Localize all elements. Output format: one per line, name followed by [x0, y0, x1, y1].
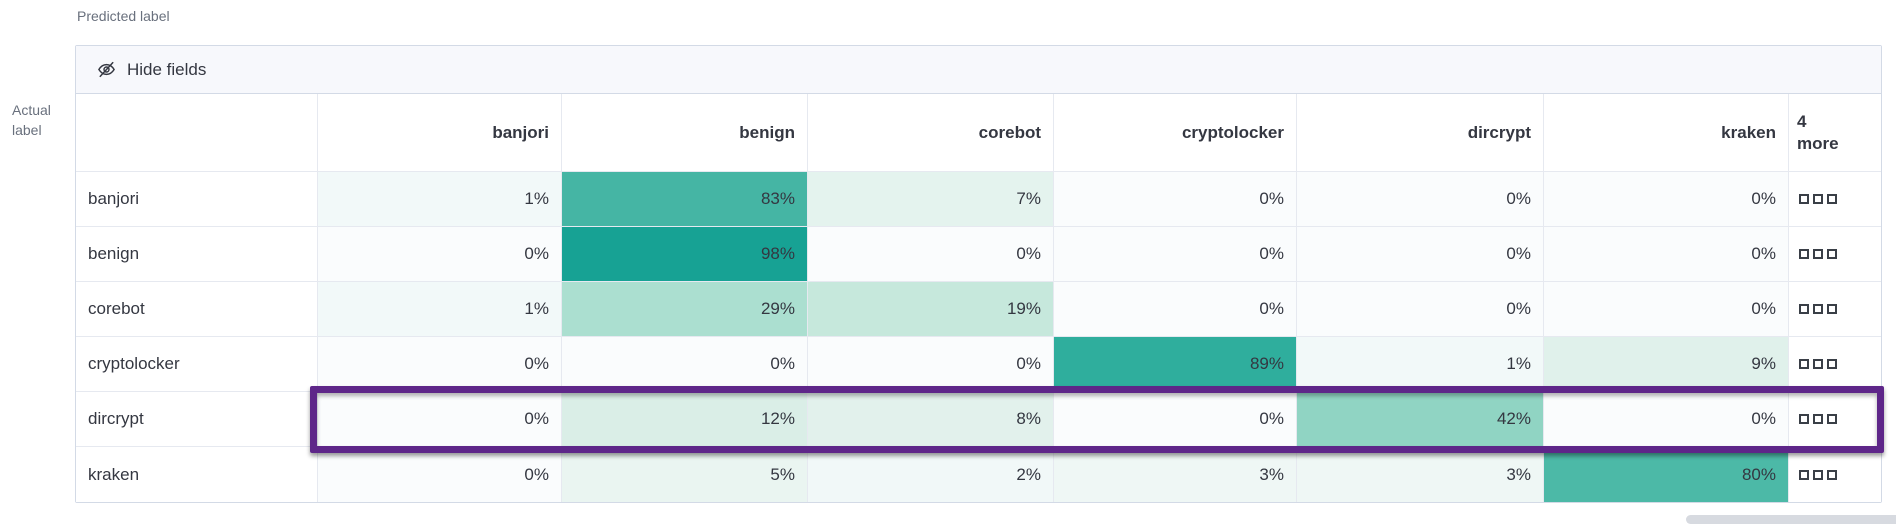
more-columns-button-banjori[interactable] [1788, 172, 1881, 227]
matrix-cell-cryptolocker-corebot[interactable]: 0% [807, 337, 1053, 392]
predicted-axis-label: Predicted label [77, 8, 170, 24]
column-header-corebot[interactable]: corebot [807, 94, 1053, 172]
matrix-cell-corebot-banjori[interactable]: 1% [317, 282, 561, 337]
column-header-cryptolocker[interactable]: cryptolocker [1053, 94, 1296, 172]
matrix-cell-banjori-cryptolocker[interactable]: 0% [1053, 172, 1296, 227]
matrix-cell-corebot-benign[interactable]: 29% [561, 282, 807, 337]
hide-fields-label: Hide fields [127, 59, 207, 79]
matrix-cell-kraken-benign[interactable]: 5% [561, 447, 807, 502]
ellipsis-box-icon [1813, 414, 1823, 424]
row-label-banjori[interactable]: banjori [76, 172, 317, 227]
row-label-corebot[interactable]: corebot [76, 282, 317, 337]
matrix-cell-kraken-banjori[interactable]: 0% [317, 447, 561, 502]
matrix-cell-benign-corebot[interactable]: 0% [807, 227, 1053, 282]
matrix-cell-benign-banjori[interactable]: 0% [317, 227, 561, 282]
matrix-cell-benign-kraken[interactable]: 0% [1543, 227, 1788, 282]
matrix-cell-cryptolocker-banjori[interactable]: 0% [317, 337, 561, 392]
confusion-matrix-grid: banjori benign corebot cryptolocker dircrypt… [76, 94, 1881, 502]
column-header-more[interactable]: 4 more [1788, 94, 1881, 172]
matrix-cell-corebot-cryptolocker[interactable]: 0% [1053, 282, 1296, 337]
ellipsis-box-icon [1799, 249, 1809, 259]
matrix-cell-dircrypt-dircrypt[interactable]: 42% [1296, 392, 1543, 447]
matrix-cell-dircrypt-corebot[interactable]: 8% [807, 392, 1053, 447]
matrix-cell-cryptolocker-dircrypt[interactable]: 1% [1296, 337, 1543, 392]
ellipsis-box-icon [1813, 249, 1823, 259]
matrix-cell-banjori-dircrypt[interactable]: 0% [1296, 172, 1543, 227]
ellipsis-box-icon [1827, 414, 1837, 424]
ellipsis-box-icon [1827, 304, 1837, 314]
row-label-kraken[interactable]: kraken [76, 447, 317, 502]
matrix-cell-benign-dircrypt[interactable]: 0% [1296, 227, 1543, 282]
column-header-kraken[interactable]: kraken [1543, 94, 1788, 172]
more-columns-button-corebot[interactable] [1788, 282, 1881, 337]
ellipsis-box-icon [1813, 469, 1823, 480]
ellipsis-box-icon [1799, 469, 1809, 480]
horizontal-scrollbar-thumb[interactable] [1686, 515, 1896, 524]
eye-closed-icon [96, 59, 117, 80]
confusion-matrix-table: Hide fields banjori benign corebot cryptolo… [75, 45, 1882, 503]
matrix-cell-benign-benign[interactable]: 98% [561, 227, 807, 282]
header-corner-cell [76, 94, 317, 172]
ellipsis-box-icon [1827, 194, 1837, 204]
matrix-cell-corebot-kraken[interactable]: 0% [1543, 282, 1788, 337]
ellipsis-box-icon [1799, 304, 1809, 314]
matrix-cell-banjori-kraken[interactable]: 0% [1543, 172, 1788, 227]
matrix-cell-cryptolocker-kraken[interactable]: 9% [1543, 337, 1788, 392]
actual-axis-label: Actual label [12, 102, 51, 139]
matrix-cell-cryptolocker-benign[interactable]: 0% [561, 337, 807, 392]
matrix-cell-banjori-corebot[interactable]: 7% [807, 172, 1053, 227]
matrix-cell-banjori-benign[interactable]: 83% [561, 172, 807, 227]
row-label-benign[interactable]: benign [76, 227, 317, 282]
ellipsis-box-icon [1827, 359, 1837, 369]
matrix-cell-cryptolocker-cryptolocker[interactable]: 89% [1053, 337, 1296, 392]
ellipsis-box-icon [1799, 194, 1809, 204]
ellipsis-box-icon [1827, 469, 1837, 480]
row-label-dircrypt[interactable]: dircrypt [76, 392, 317, 447]
matrix-cell-kraken-kraken[interactable]: 80% [1543, 447, 1788, 502]
more-columns-button-benign[interactable] [1788, 227, 1881, 282]
matrix-cell-kraken-cryptolocker[interactable]: 3% [1053, 447, 1296, 502]
ellipsis-box-icon [1799, 359, 1809, 369]
matrix-cell-dircrypt-benign[interactable]: 12% [561, 392, 807, 447]
ellipsis-box-icon [1827, 249, 1837, 259]
row-label-cryptolocker[interactable]: cryptolocker [76, 337, 317, 392]
matrix-cell-benign-cryptolocker[interactable]: 0% [1053, 227, 1296, 282]
matrix-cell-banjori-banjori[interactable]: 1% [317, 172, 561, 227]
matrix-cell-dircrypt-cryptolocker[interactable]: 0% [1053, 392, 1296, 447]
matrix-cell-dircrypt-banjori[interactable]: 0% [317, 392, 561, 447]
matrix-cell-dircrypt-kraken[interactable]: 0% [1543, 392, 1788, 447]
matrix-cell-kraken-corebot[interactable]: 2% [807, 447, 1053, 502]
column-header-banjori[interactable]: banjori [317, 94, 561, 172]
matrix-cell-kraken-dircrypt[interactable]: 3% [1296, 447, 1543, 502]
matrix-cell-corebot-corebot[interactable]: 19% [807, 282, 1053, 337]
ellipsis-box-icon [1813, 194, 1823, 204]
column-header-benign[interactable]: benign [561, 94, 807, 172]
hide-fields-button[interactable]: Hide fields [76, 46, 1881, 94]
more-columns-button-kraken[interactable] [1788, 447, 1881, 502]
ellipsis-box-icon [1813, 304, 1823, 314]
ellipsis-box-icon [1799, 414, 1809, 424]
ellipsis-box-icon [1813, 359, 1823, 369]
column-header-dircrypt[interactable]: dircrypt [1296, 94, 1543, 172]
more-columns-button-dircrypt[interactable] [1788, 392, 1881, 447]
more-columns-button-cryptolocker[interactable] [1788, 337, 1881, 392]
matrix-cell-corebot-dircrypt[interactable]: 0% [1296, 282, 1543, 337]
